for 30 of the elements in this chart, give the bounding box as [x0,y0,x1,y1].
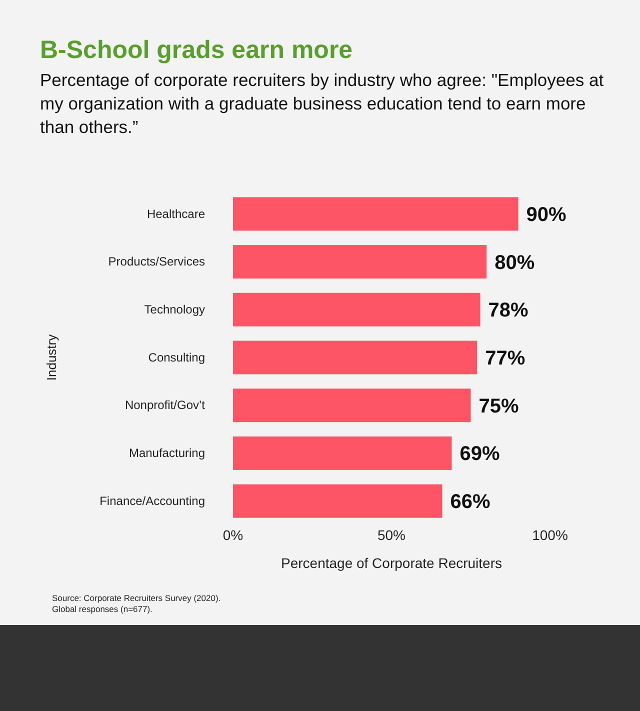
data-label: 80% [494,252,535,274]
x-tick-label: 50% [377,526,406,543]
y-axis-title: Industry [44,334,59,381]
data-label: 66% [450,491,490,514]
data-label: 69% [460,443,500,466]
bar [233,436,452,470]
y-tick-label: Technology [144,302,205,316]
bar [233,388,471,422]
data-label: 90% [526,204,567,226]
data-label: 78% [488,300,529,322]
bar [233,484,442,518]
y-tick-label: Nonprofit/Gov’t [124,398,206,412]
y-tick-label: Manufacturing [128,446,205,460]
y-tick-label: Products/Services [108,254,205,269]
x-tick-label: 100% [532,526,568,543]
chart-subtitle: Percentage of corporate recruiters by industry who agree: "Employees at my organization with a graduate business education tend to earn more than others.” [40,70,604,137]
text: Global responses (n=677). [52,604,152,614]
chart-title: B-School grads earn more [40,36,353,64]
data-label: 75% [478,395,519,418]
source-note: Source: Corporate Recruiters Survey (2020). [52,593,221,603]
bar [233,197,518,231]
x-axis-title: Percentage of Corporate Recruiters [281,555,502,571]
data-label: 77% [485,348,526,370]
bar [233,340,478,374]
y-tick-label: Healthcare [146,206,206,221]
bar [233,292,480,326]
y-tick-label: Finance/Accounting [100,494,205,508]
x-tick-label: 0% [222,526,244,543]
y-tick-label: Consulting [148,350,205,364]
bar [233,245,487,279]
